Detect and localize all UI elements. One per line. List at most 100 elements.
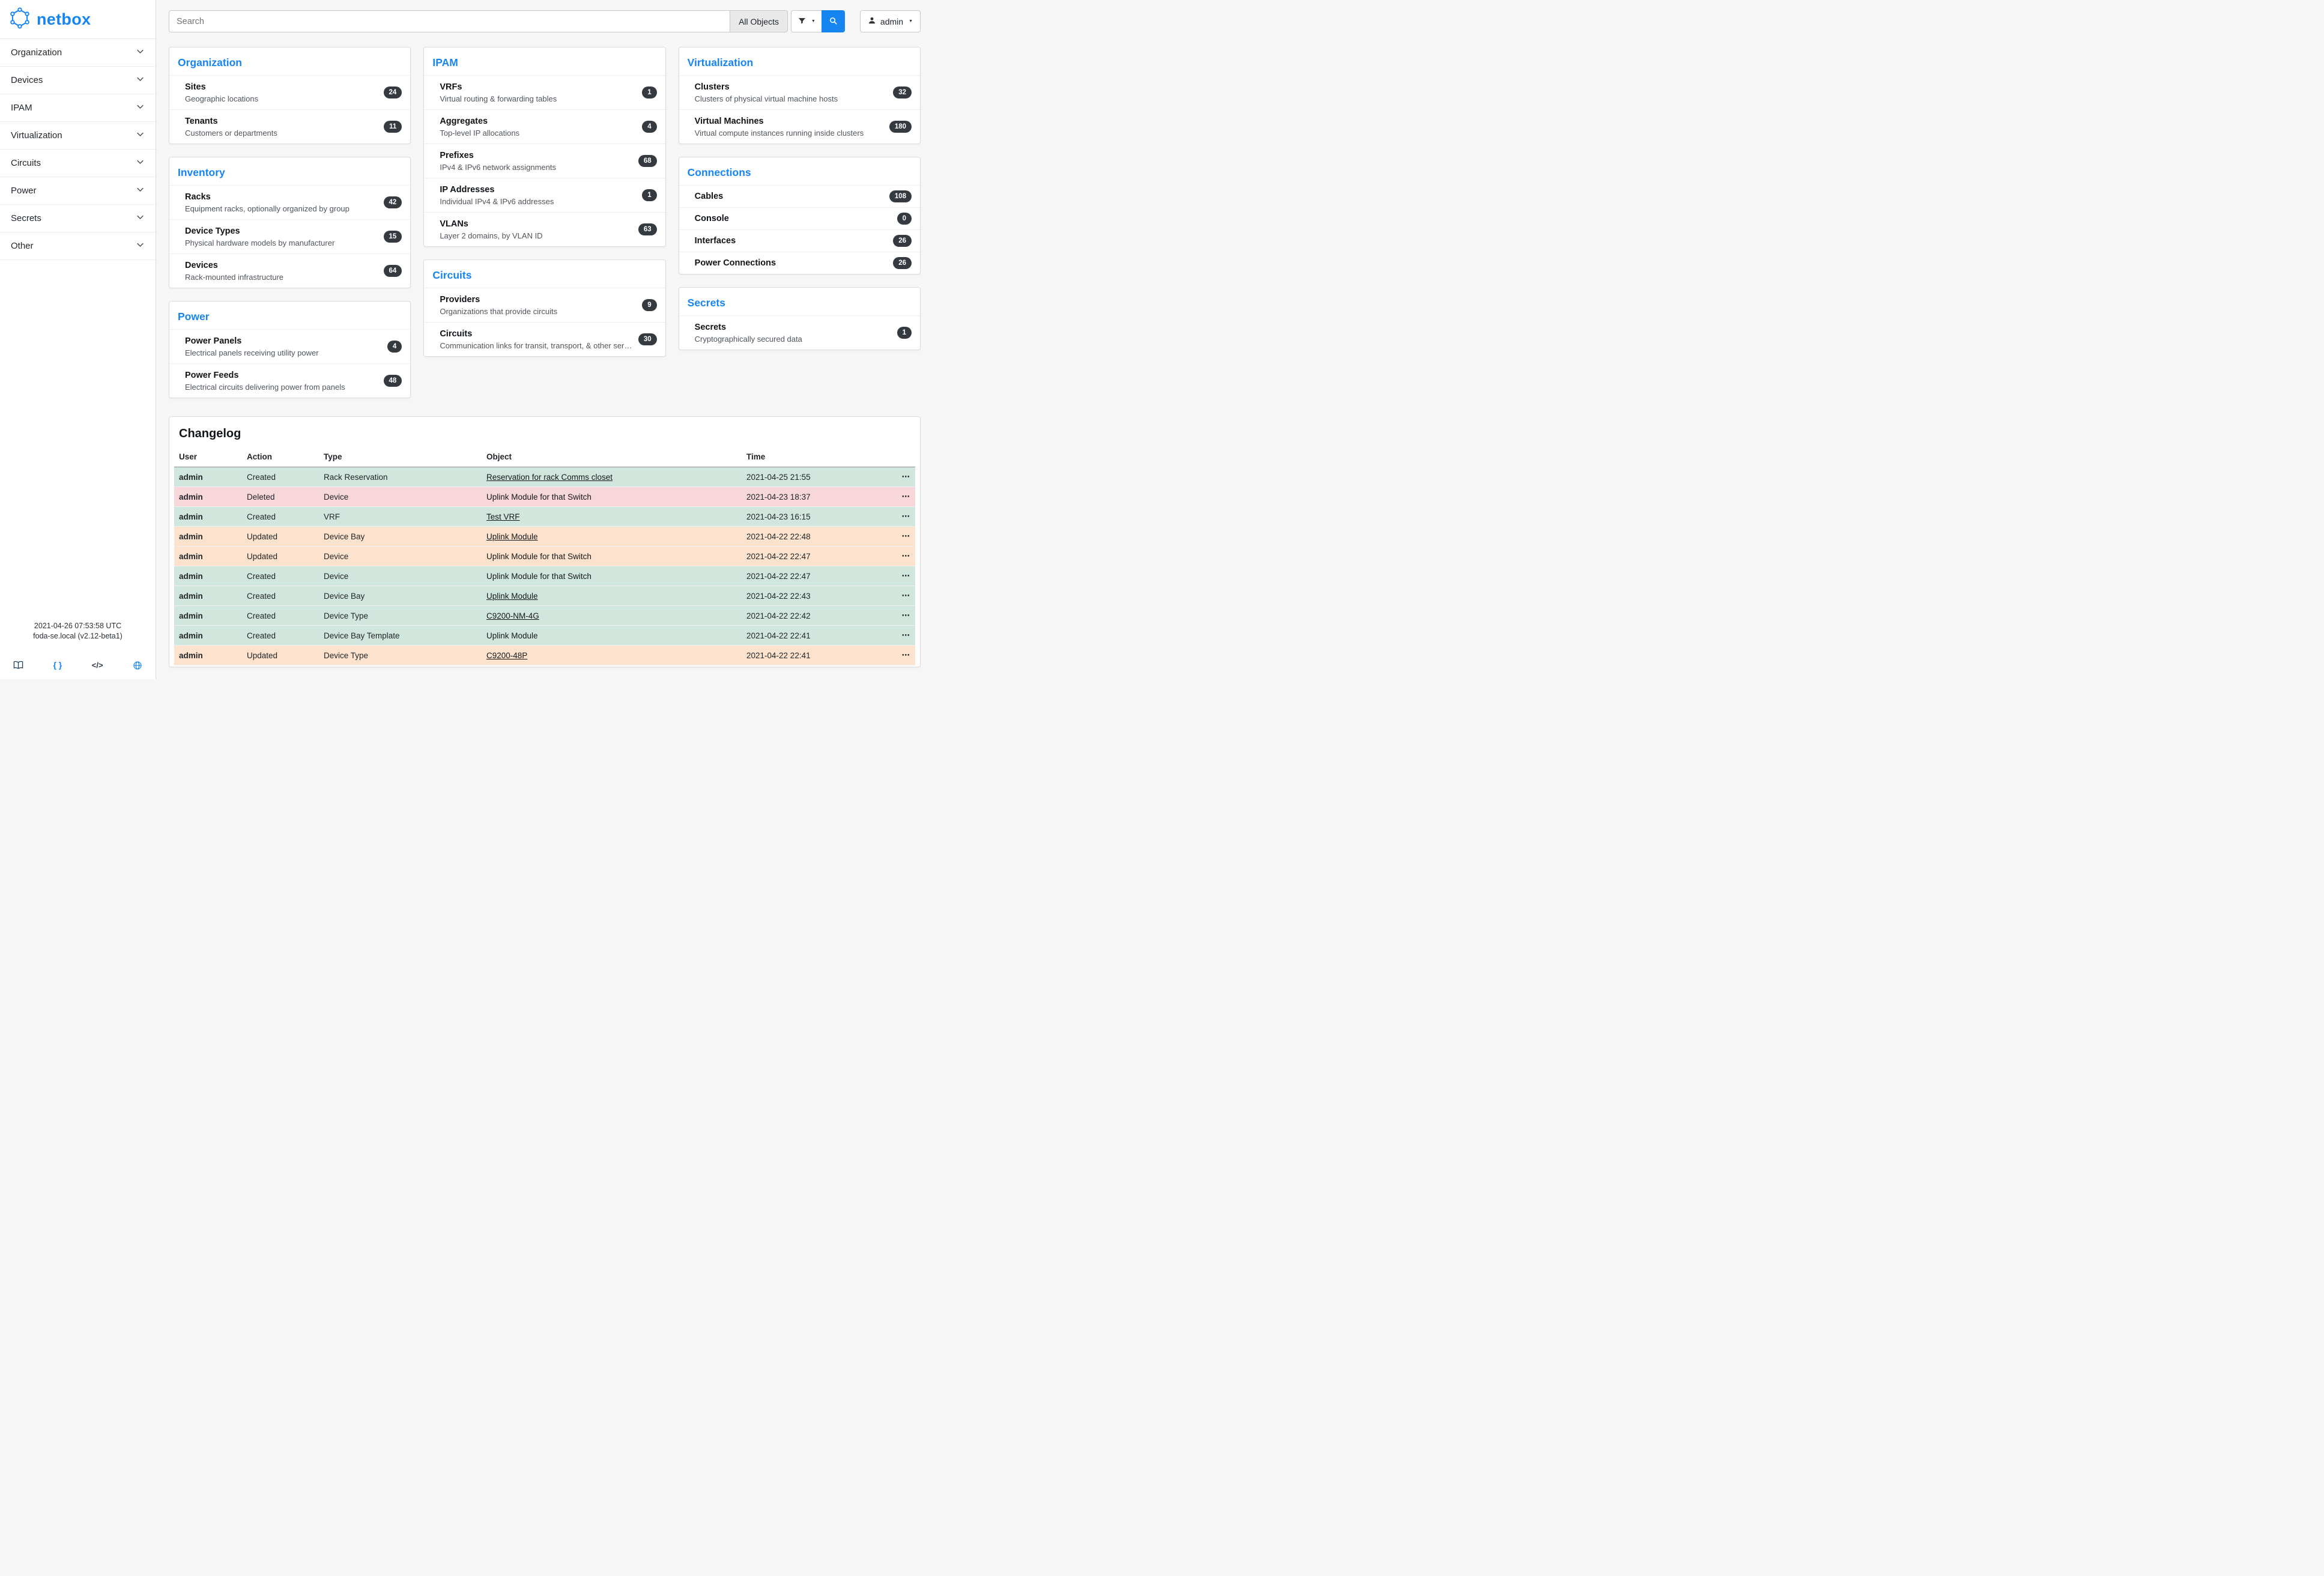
card-item[interactable]: Racks Equipment racks, optionally organi… (169, 185, 411, 219)
count-badge[interactable]: 4 (387, 341, 402, 353)
card-item[interactable]: VLANs Layer 2 domains, by VLAN ID 63 (424, 212, 665, 246)
row-menu-icon[interactable]: ⋯ (901, 551, 910, 560)
code-icon[interactable]: </> (91, 660, 103, 670)
card-item[interactable]: Circuits Communication links for transit… (424, 322, 665, 356)
item-link-sites[interactable]: Sites (185, 82, 206, 92)
card-item[interactable]: Devices Rack-mounted infrastructure 64 (169, 253, 411, 288)
item-link-device-types[interactable]: Device Types (185, 226, 240, 236)
item-link-circuits[interactable]: Circuits (440, 329, 473, 339)
item-link-virtual-machines[interactable]: Virtual Machines (694, 117, 764, 126)
card-title[interactable]: Virtualization (687, 56, 754, 68)
item-link-providers[interactable]: Providers (440, 295, 480, 305)
card-item[interactable]: Prefixes IPv4 & IPv6 network assignments… (424, 144, 665, 178)
count-badge[interactable]: 26 (893, 257, 912, 269)
count-badge[interactable]: 108 (889, 190, 912, 202)
count-badge[interactable]: 24 (383, 86, 402, 98)
card-title[interactable]: Circuits (432, 269, 472, 281)
count-badge[interactable]: 180 (889, 121, 912, 133)
item-link-vrfs[interactable]: VRFs (440, 82, 462, 92)
count-badge[interactable]: 42 (383, 196, 402, 208)
row-menu-icon[interactable]: ⋯ (901, 532, 910, 541)
count-badge[interactable]: 1 (642, 86, 657, 98)
card-item[interactable]: Providers Organizations that provide cir… (424, 288, 665, 322)
changelog-object-link[interactable]: C9200-48P (486, 650, 528, 660)
count-badge[interactable]: 48 (383, 375, 402, 387)
changelog-object-link[interactable]: Uplink Module (486, 591, 538, 601)
item-link-ip-addresses[interactable]: IP Addresses (440, 185, 495, 195)
card-title[interactable]: Organization (178, 56, 242, 68)
count-badge[interactable]: 26 (893, 235, 912, 247)
row-menu-icon[interactable]: ⋯ (901, 512, 910, 521)
changelog-object-link[interactable]: C9200-NM-4G (486, 611, 539, 620)
count-badge[interactable]: 1 (897, 327, 912, 339)
search-button[interactable] (821, 10, 845, 32)
count-badge[interactable]: 30 (638, 333, 657, 345)
item-link-power-connections[interactable]: Power Connections (694, 258, 776, 268)
search-input[interactable] (169, 10, 730, 32)
card-item[interactable]: Virtual Machines Virtual compute instanc… (679, 109, 920, 144)
item-link-aggregates[interactable]: Aggregates (440, 117, 488, 126)
row-menu-icon[interactable]: ⋯ (901, 492, 910, 501)
sidebar-item-circuits[interactable]: Circuits (0, 150, 156, 177)
item-link-secrets[interactable]: Secrets (694, 323, 727, 332)
card-item[interactable]: Power Connections 26 (679, 252, 920, 274)
row-menu-icon[interactable]: ⋯ (901, 631, 910, 640)
card-item[interactable]: Aggregates Top-level IP allocations 4 (424, 109, 665, 144)
card-item[interactable]: Interfaces 26 (679, 229, 920, 252)
item-link-console[interactable]: Console (694, 214, 729, 223)
rest-api-braces-icon[interactable]: { } (53, 660, 62, 670)
card-item[interactable]: Tenants Customers or departments 11 (169, 109, 411, 144)
card-item[interactable]: Power Panels Electrical panels receiving… (169, 329, 411, 363)
item-link-racks[interactable]: Racks (185, 192, 211, 202)
filter-button[interactable]: ▼ (790, 10, 822, 32)
card-title[interactable]: Connections (687, 166, 751, 178)
sidebar-item-devices[interactable]: Devices (0, 67, 156, 94)
card-item[interactable]: Sites Geographic locations 24 (169, 75, 411, 109)
card-title[interactable]: IPAM (432, 56, 458, 68)
sidebar-item-organization[interactable]: Organization (0, 39, 156, 67)
netbox-logo[interactable]: netbox (0, 0, 156, 38)
count-badge[interactable]: 68 (638, 155, 657, 167)
count-badge[interactable]: 11 (384, 121, 402, 133)
card-item[interactable]: IP Addresses Individual IPv4 & IPv6 addr… (424, 178, 665, 212)
object-type-button[interactable]: All Objects (730, 10, 788, 32)
item-link-prefixes[interactable]: Prefixes (440, 151, 474, 160)
card-item[interactable]: VRFs Virtual routing & forwarding tables… (424, 75, 665, 109)
sidebar-item-virtualization[interactable]: Virtualization (0, 122, 156, 150)
row-menu-icon[interactable]: ⋯ (901, 591, 910, 600)
card-item[interactable]: Console 0 (679, 207, 920, 229)
docs-book-icon[interactable] (13, 661, 23, 670)
item-link-clusters[interactable]: Clusters (694, 82, 730, 92)
count-badge[interactable]: 63 (638, 223, 657, 235)
item-link-devices[interactable]: Devices (185, 261, 218, 270)
card-title[interactable]: Secrets (687, 297, 725, 309)
changelog-object-link[interactable]: Test VRF (486, 512, 520, 521)
card-item[interactable]: Cables 108 (679, 185, 920, 207)
row-menu-icon[interactable]: ⋯ (901, 472, 910, 481)
count-badge[interactable]: 1 (642, 189, 657, 201)
card-title[interactable]: Power (178, 311, 210, 323)
item-link-cables[interactable]: Cables (694, 192, 724, 201)
row-menu-icon[interactable]: ⋯ (901, 571, 910, 580)
count-badge[interactable]: 4 (642, 121, 657, 133)
changelog-object-link[interactable]: Reservation for rack Comms closet (486, 472, 613, 482)
item-link-power-feeds[interactable]: Power Feeds (185, 371, 239, 380)
user-menu-button[interactable]: admin ▼ (859, 10, 921, 32)
globe-icon[interactable] (133, 661, 142, 670)
card-item[interactable]: Power Feeds Electrical circuits deliveri… (169, 363, 411, 398)
card-item[interactable]: Device Types Physical hardware models by… (169, 219, 411, 253)
sidebar-item-power[interactable]: Power (0, 177, 156, 205)
item-link-vlans[interactable]: VLANs (440, 219, 468, 229)
sidebar-item-secrets[interactable]: Secrets (0, 205, 156, 232)
sidebar-item-other[interactable]: Other (0, 232, 156, 260)
count-badge[interactable]: 9 (642, 299, 657, 311)
row-menu-icon[interactable]: ⋯ (901, 611, 910, 620)
card-item[interactable]: Clusters Clusters of physical virtual ma… (679, 75, 920, 109)
changelog-object-link[interactable]: Uplink Module (486, 532, 538, 541)
count-badge[interactable]: 15 (383, 231, 402, 243)
item-link-tenants[interactable]: Tenants (185, 117, 218, 126)
item-link-power-panels[interactable]: Power Panels (185, 336, 242, 346)
card-title[interactable]: Inventory (178, 166, 225, 178)
row-menu-icon[interactable]: ⋯ (901, 650, 910, 659)
count-badge[interactable]: 32 (893, 86, 912, 98)
